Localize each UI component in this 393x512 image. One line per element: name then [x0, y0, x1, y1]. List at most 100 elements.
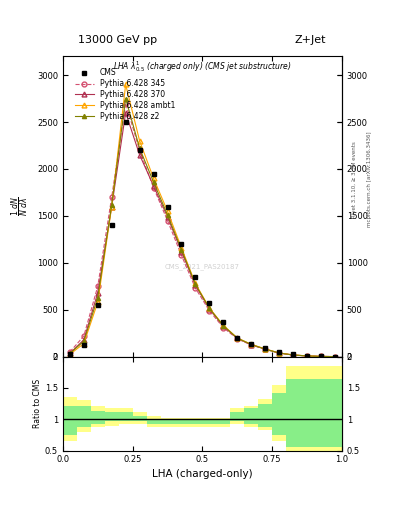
Y-axis label: $\frac{1}{N}\frac{dN}{d\lambda}$: $\frac{1}{N}\frac{dN}{d\lambda}$: [10, 197, 31, 217]
Pythia 6.428 370: [151, 183, 156, 189]
Pythia 6.428 z2: [319, 353, 323, 359]
Pythia 6.428 345: [123, 100, 128, 106]
Pythia 6.428 345: [235, 336, 240, 342]
Pythia 6.428 ambt1: [332, 353, 337, 359]
CMS: [123, 119, 128, 125]
Pythia 6.428 ambt1: [263, 346, 268, 352]
CMS: [235, 335, 240, 342]
Pythia 6.428 z2: [221, 323, 226, 329]
Pythia 6.428 ambt1: [81, 340, 86, 347]
Line: Pythia 6.428 ambt1: Pythia 6.428 ambt1: [68, 82, 337, 359]
Pythia 6.428 345: [193, 285, 198, 291]
Pythia 6.428 z2: [263, 346, 268, 352]
Pythia 6.428 345: [207, 308, 212, 314]
CMS: [263, 345, 268, 351]
Text: Z+Jet: Z+Jet: [295, 35, 326, 45]
Pythia 6.428 345: [332, 353, 337, 359]
Pythia 6.428 370: [137, 152, 142, 158]
Pythia 6.428 ambt1: [291, 352, 296, 358]
Pythia 6.428 ambt1: [137, 138, 142, 144]
Pythia 6.428 ambt1: [221, 322, 226, 328]
Pythia 6.428 370: [277, 350, 281, 356]
Pythia 6.428 ambt1: [305, 353, 309, 359]
Pythia 6.428 ambt1: [207, 305, 212, 311]
Pythia 6.428 z2: [277, 350, 281, 356]
Pythia 6.428 370: [68, 350, 72, 356]
Legend: CMS, Pythia 6.428 345, Pythia 6.428 370, Pythia 6.428 ambt1, Pythia 6.428 z2: CMS, Pythia 6.428 345, Pythia 6.428 370,…: [72, 66, 178, 123]
CMS: [319, 353, 323, 359]
Pythia 6.428 370: [319, 353, 323, 359]
Pythia 6.428 ambt1: [179, 245, 184, 251]
Pythia 6.428 z2: [249, 342, 253, 348]
Pythia 6.428 370: [165, 214, 170, 220]
Pythia 6.428 z2: [165, 212, 170, 218]
Text: mcplots.cern.ch [arXiv:1306.3436]: mcplots.cern.ch [arXiv:1306.3436]: [367, 132, 373, 227]
Pythia 6.428 370: [291, 352, 296, 358]
X-axis label: LHA (charged-only): LHA (charged-only): [152, 468, 253, 479]
Pythia 6.428 ambt1: [95, 299, 100, 305]
Pythia 6.428 345: [179, 252, 184, 259]
CMS: [305, 352, 309, 358]
CMS: [179, 241, 184, 247]
Line: Pythia 6.428 345: Pythia 6.428 345: [68, 101, 337, 359]
CMS: [137, 147, 142, 153]
Pythia 6.428 345: [81, 333, 86, 339]
Pythia 6.428 z2: [179, 247, 184, 253]
Y-axis label: Ratio to CMS: Ratio to CMS: [33, 379, 42, 428]
Pythia 6.428 345: [151, 185, 156, 191]
CMS: [277, 349, 281, 355]
Pythia 6.428 370: [81, 337, 86, 343]
Line: Pythia 6.428 z2: Pythia 6.428 z2: [68, 96, 337, 359]
Pythia 6.428 z2: [207, 305, 212, 311]
CMS: [207, 300, 212, 306]
Pythia 6.428 345: [319, 353, 323, 359]
Pythia 6.428 370: [193, 282, 198, 288]
CMS: [151, 170, 156, 177]
Pythia 6.428 z2: [123, 95, 128, 101]
CMS: [68, 351, 72, 357]
Pythia 6.428 ambt1: [68, 351, 72, 357]
Pythia 6.428 370: [179, 248, 184, 254]
CMS: [165, 203, 170, 209]
Pythia 6.428 z2: [137, 145, 142, 152]
CMS: [81, 343, 86, 349]
Pythia 6.428 ambt1: [193, 281, 198, 287]
Text: Rivet 3.1.10, ≥ 3.3M events: Rivet 3.1.10, ≥ 3.3M events: [352, 141, 357, 218]
Pythia 6.428 345: [263, 346, 268, 352]
Pythia 6.428 ambt1: [235, 335, 240, 341]
Pythia 6.428 z2: [109, 202, 114, 208]
Pythia 6.428 345: [291, 352, 296, 358]
Pythia 6.428 345: [137, 147, 142, 153]
Pythia 6.428 ambt1: [109, 203, 114, 209]
Pythia 6.428 ambt1: [277, 350, 281, 356]
Text: LHA $\lambda^1_{0.5}$ (charged only) (CMS jet substructure): LHA $\lambda^1_{0.5}$ (charged only) (CM…: [113, 59, 292, 74]
Pythia 6.428 z2: [151, 179, 156, 185]
Pythia 6.428 ambt1: [249, 341, 253, 347]
Pythia 6.428 370: [332, 353, 337, 359]
Line: Pythia 6.428 370: Pythia 6.428 370: [68, 110, 337, 359]
Pythia 6.428 z2: [332, 353, 337, 359]
Text: 13000 GeV pp: 13000 GeV pp: [78, 35, 158, 45]
CMS: [332, 353, 337, 359]
Pythia 6.428 345: [109, 194, 114, 200]
Pythia 6.428 ambt1: [151, 175, 156, 181]
Line: CMS: CMS: [68, 120, 337, 359]
Pythia 6.428 370: [263, 346, 268, 352]
Pythia 6.428 370: [221, 323, 226, 329]
Pythia 6.428 370: [207, 306, 212, 312]
Pythia 6.428 370: [305, 353, 309, 359]
Pythia 6.428 ambt1: [165, 208, 170, 214]
Pythia 6.428 370: [235, 335, 240, 342]
Pythia 6.428 345: [277, 350, 281, 356]
Pythia 6.428 345: [95, 283, 100, 289]
Text: CMS_2021_PAS20187: CMS_2021_PAS20187: [165, 263, 240, 270]
Pythia 6.428 z2: [235, 335, 240, 341]
Pythia 6.428 345: [68, 349, 72, 355]
Pythia 6.428 z2: [291, 352, 296, 358]
Pythia 6.428 370: [123, 110, 128, 116]
Pythia 6.428 z2: [95, 294, 100, 301]
Pythia 6.428 370: [109, 203, 114, 209]
CMS: [95, 302, 100, 308]
Pythia 6.428 345: [221, 325, 226, 331]
Pythia 6.428 ambt1: [123, 81, 128, 88]
